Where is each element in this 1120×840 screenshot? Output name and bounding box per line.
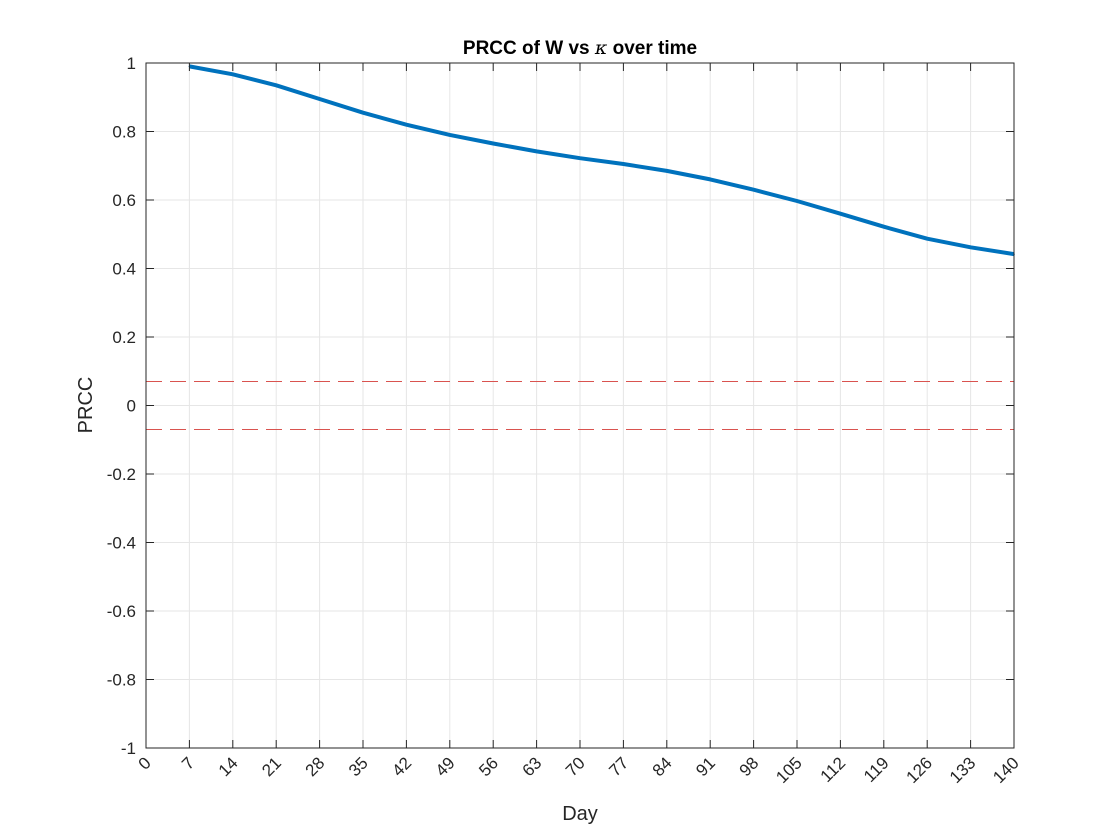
x-tick-label: 28 <box>302 753 329 780</box>
x-tick-label: 119 <box>860 753 893 786</box>
y-tick-label: 0 <box>127 397 136 416</box>
y-tick-label: 0.6 <box>112 191 136 210</box>
x-tick-label: 112 <box>817 753 850 786</box>
y-tick-label: -0.4 <box>107 534 136 553</box>
series-point <box>275 84 278 87</box>
series-point <box>666 170 668 172</box>
chart-title: PRCC of W vs κ over time <box>463 37 697 59</box>
x-tick-label: 126 <box>903 753 936 786</box>
series-point <box>405 123 408 126</box>
x-tick-label: 140 <box>989 753 1022 786</box>
y-tick-label: 1 <box>127 54 136 73</box>
x-tick-label: 42 <box>388 753 415 780</box>
grid-lines <box>145 62 1015 749</box>
y-tick-label: -0.8 <box>107 671 136 690</box>
x-tick-label: 14 <box>215 753 242 780</box>
series-point <box>449 134 451 136</box>
series-point <box>232 73 234 76</box>
x-tick-label: 49 <box>432 753 459 780</box>
x-tick-label: 35 <box>345 753 372 780</box>
series-point <box>926 237 928 240</box>
x-tick-label: 70 <box>562 753 589 780</box>
series-point <box>362 111 364 114</box>
chart-title-suffix: over time <box>607 38 697 59</box>
series-point <box>709 178 711 181</box>
chart-title-symbol: κ <box>594 37 608 59</box>
x-tick-label: 56 <box>475 753 502 780</box>
x-tick-label: 98 <box>736 753 763 780</box>
y-tick-label: -1 <box>121 739 136 758</box>
x-axis-label: Day <box>562 803 598 825</box>
tick-marks <box>145 62 1015 749</box>
y-tick-label: 0.8 <box>112 123 136 142</box>
x-tick-label: 77 <box>605 753 632 780</box>
y-tick-labels: -1 -0.8 -0.6 -0.4 -0.2 0 0.2 0.4 0.6 0.8 1 <box>107 54 136 758</box>
series-point <box>883 225 885 228</box>
series-point <box>535 150 538 153</box>
series-line <box>189 64 1015 257</box>
x-tick-label: 91 <box>692 753 719 780</box>
x-tick-label: 63 <box>519 753 546 780</box>
y-axis-label: PRCC <box>75 377 97 434</box>
y-tick-label: 0.4 <box>112 260 136 279</box>
series-point <box>752 188 755 191</box>
x-tick-label: 133 <box>946 753 979 786</box>
chart-title-prefix: PRCC of W vs <box>463 38 595 59</box>
y-tick-label: 0.2 <box>112 328 136 347</box>
series-point <box>839 212 842 215</box>
x-tick-label: 7 <box>178 753 198 773</box>
series-point <box>622 163 625 165</box>
series-point <box>579 157 581 160</box>
series-point <box>796 200 798 202</box>
x-tick-labels: 0 7 14 21 28 35 42 49 56 63 70 77 84 91 98 105 112 119 126… <box>135 753 1023 786</box>
reference-lines <box>146 381 1014 430</box>
x-tick-label: 0 <box>135 753 155 773</box>
y-tick-label: -0.6 <box>107 602 136 621</box>
series-point <box>492 142 495 145</box>
series-point <box>318 98 321 100</box>
x-tick-label: 84 <box>649 753 676 780</box>
y-tick-label: -0.2 <box>107 465 136 484</box>
series-point <box>969 246 972 249</box>
x-tick-label: 105 <box>772 753 805 786</box>
x-tick-label: 21 <box>258 753 285 780</box>
